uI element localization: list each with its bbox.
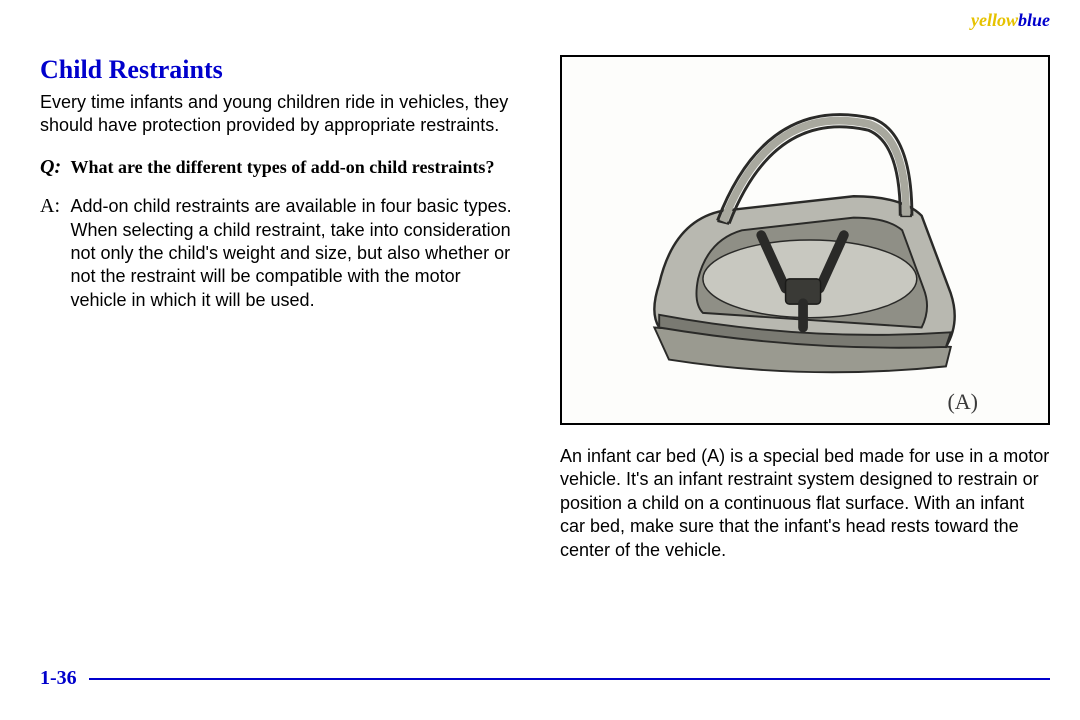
footer-rule	[89, 678, 1050, 680]
figure-box: (A)	[560, 55, 1050, 425]
question-block: Q: What are the different types of add-o…	[40, 156, 530, 179]
page-footer: 1-36	[40, 667, 1050, 690]
q-label: Q:	[40, 156, 66, 179]
right-paragraph: An infant car bed (A) is a special bed m…	[560, 445, 1050, 562]
header-brand: yellowblue	[971, 10, 1050, 31]
intro-paragraph: Every time infants and young children ri…	[40, 91, 530, 138]
figure-label: (A)	[947, 389, 978, 415]
a-label: A:	[40, 195, 66, 218]
brand-word-blue: blue	[1018, 10, 1050, 30]
page-title: Child Restraints	[40, 55, 530, 85]
brand-word-yellow: yellow	[971, 10, 1018, 30]
page-number: 1-36	[40, 667, 89, 690]
q-text: What are the different types of add-on c…	[70, 156, 520, 179]
answer-block: A: Add-on child restraints are available…	[40, 195, 530, 312]
car-bed-illustration	[562, 57, 1048, 423]
left-column: Child Restraints Every time infants and …	[40, 55, 530, 660]
a-text: Add-on child restraints are available in…	[70, 195, 520, 312]
page-content: Child Restraints Every time infants and …	[40, 55, 1050, 660]
right-column: (A) An infant car bed (A) is a special b…	[560, 55, 1050, 660]
